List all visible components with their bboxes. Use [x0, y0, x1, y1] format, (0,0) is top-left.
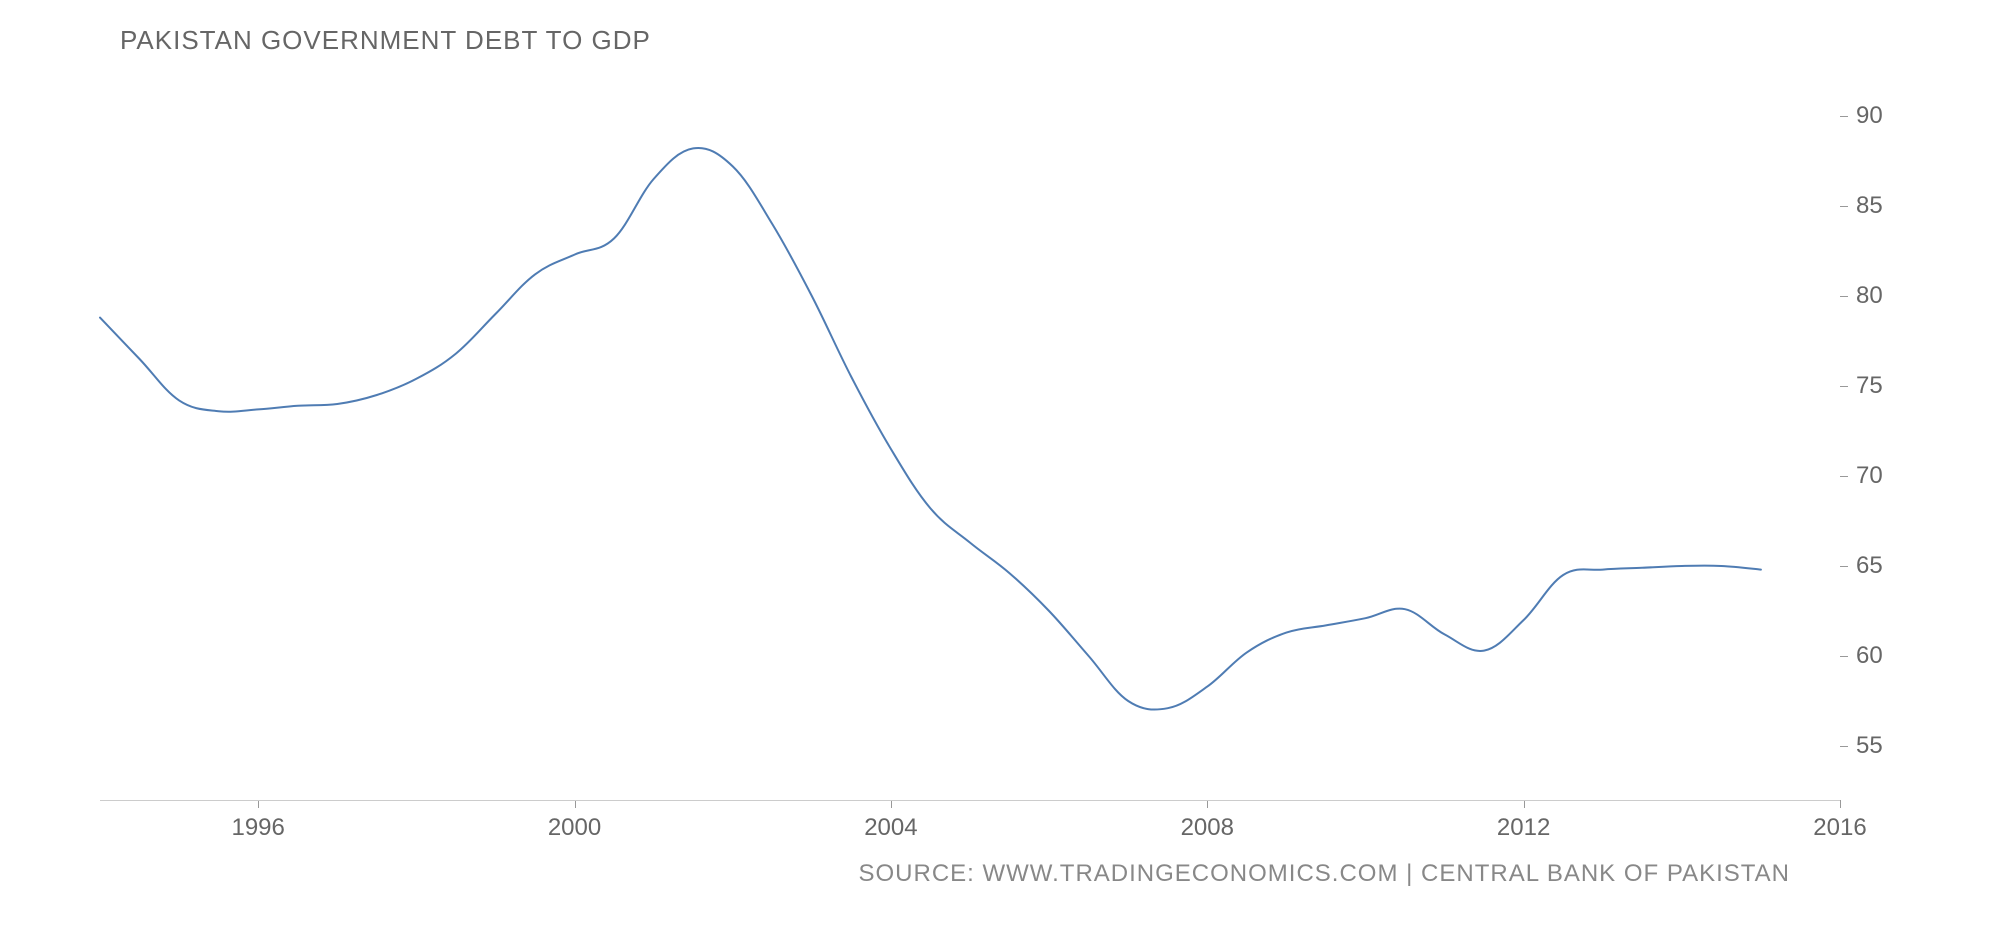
plot-area: [100, 80, 1840, 800]
y-tick-label: 90: [1856, 102, 1916, 130]
y-tick-mark: [1840, 566, 1848, 567]
x-tick-mark: [1524, 800, 1525, 808]
y-tick-label: 60: [1856, 642, 1916, 670]
y-tick-mark: [1840, 746, 1848, 747]
y-tick-mark: [1840, 206, 1848, 207]
y-tick-mark: [1840, 656, 1848, 657]
y-tick-mark: [1840, 116, 1848, 117]
line-series: [100, 80, 1840, 800]
series-line: [100, 148, 1761, 710]
x-tick-label: 1996: [218, 814, 298, 842]
x-tick-label: 2008: [1167, 814, 1247, 842]
y-tick-mark: [1840, 476, 1848, 477]
y-tick-label: 55: [1856, 732, 1916, 760]
x-tick-mark: [1840, 800, 1841, 808]
y-tick-label: 65: [1856, 552, 1916, 580]
x-tick-label: 2012: [1484, 814, 1564, 842]
y-tick-label: 80: [1856, 282, 1916, 310]
chart-source: SOURCE: WWW.TRADINGECONOMICS.COM | CENTR…: [858, 860, 1790, 888]
x-tick-label: 2016: [1800, 814, 1880, 842]
chart-container: PAKISTAN GOVERNMENT DEBT TO GDP 55 60 65 70…: [0, 0, 2000, 932]
y-tick-mark: [1840, 296, 1848, 297]
x-tick-label: 2004: [851, 814, 931, 842]
x-tick-mark: [1207, 800, 1208, 808]
y-tick-label: 85: [1856, 192, 1916, 220]
y-tick-label: 70: [1856, 462, 1916, 490]
chart-title: PAKISTAN GOVERNMENT DEBT TO GDP: [120, 25, 651, 56]
x-axis-baseline: [100, 800, 1840, 801]
y-tick-label: 75: [1856, 372, 1916, 400]
x-tick-mark: [258, 800, 259, 808]
x-tick-mark: [575, 800, 576, 808]
y-tick-mark: [1840, 386, 1848, 387]
x-tick-mark: [891, 800, 892, 808]
x-tick-label: 2000: [535, 814, 615, 842]
